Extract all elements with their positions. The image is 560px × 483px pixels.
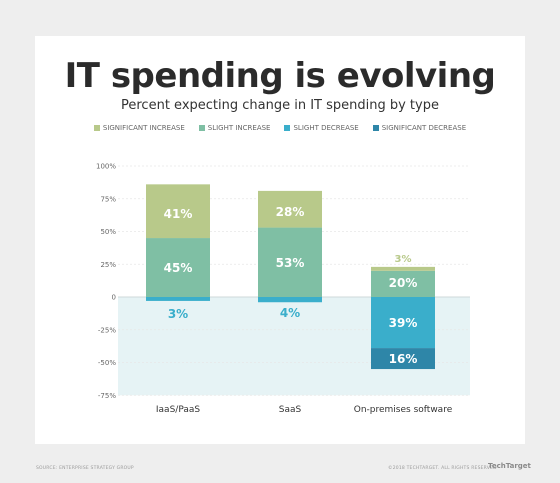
bar-segment	[258, 190, 322, 228]
y-tick-label: -25%	[98, 326, 116, 334]
data-label: 3%	[395, 254, 412, 265]
legend-label: SIGNIFICANT INCREASE	[102, 124, 185, 132]
bar-segment	[146, 238, 210, 297]
legend-label: SLIGHT DECREASE	[293, 124, 359, 132]
data-label: 20%	[389, 276, 418, 290]
y-tick-label: 75%	[100, 195, 116, 203]
techtarget-logo: TechTarget	[488, 462, 531, 470]
bar-segment	[371, 348, 435, 370]
category-label: SaaS	[279, 405, 302, 415]
data-label: 28%	[276, 205, 305, 219]
y-tick-label: 100%	[96, 163, 116, 171]
category-label: IaaS/PaaS	[156, 405, 200, 415]
data-label: 16%	[389, 352, 418, 366]
bar-segment	[371, 266, 435, 271]
legend-item: SLIGHT DECREASE	[284, 124, 359, 132]
data-label: 3%	[168, 307, 188, 321]
chart-subtitle: Percent expecting change in IT spending …	[121, 98, 439, 113]
data-label: 45%	[164, 261, 193, 275]
data-label: 4%	[280, 306, 300, 320]
legend-label: SIGNIFICANT DECREASE	[381, 124, 467, 132]
bar-segment	[371, 270, 435, 297]
y-tick-label: 50%	[100, 228, 116, 236]
bar-segment	[258, 297, 322, 303]
y-tick-label: 25%	[100, 261, 116, 269]
legend-swatch	[284, 125, 291, 131]
category-label: On-premises software	[354, 405, 453, 415]
legend-item: SIGNIFICANT INCREASE	[93, 124, 185, 132]
bar-segment	[146, 297, 210, 301]
footer-source: SOURCE: ENTERPRISE STRATEGY GROUP	[36, 466, 134, 471]
data-label: 41%	[164, 207, 193, 221]
chart-legend: SIGNIFICANT INCREASE SLIGHT INCREASE SLIGH…	[0, 124, 560, 132]
bar-segment	[258, 227, 322, 297]
chart-title: IT spending is evolving	[64, 56, 496, 96]
legend-item: SLIGHT INCREASE	[198, 124, 271, 132]
footer-copyright: ©2018 TECHTARGET. ALL RIGHTS RESERVED	[388, 466, 497, 471]
legend-label: SLIGHT INCREASE	[207, 124, 271, 132]
data-label: 53%	[276, 256, 305, 270]
data-label: 39%	[389, 316, 418, 330]
bar-segment	[146, 184, 210, 239]
bar-segment	[371, 297, 435, 349]
legend-swatch	[93, 125, 100, 131]
y-tick-label: 0	[112, 294, 116, 302]
legend-item: SIGNIFICANT DECREASE	[372, 124, 467, 132]
y-tick-label: -50%	[98, 359, 116, 367]
y-tick-label: -75%	[98, 392, 116, 400]
legend-swatch	[198, 125, 205, 131]
legend-swatch	[372, 125, 379, 131]
